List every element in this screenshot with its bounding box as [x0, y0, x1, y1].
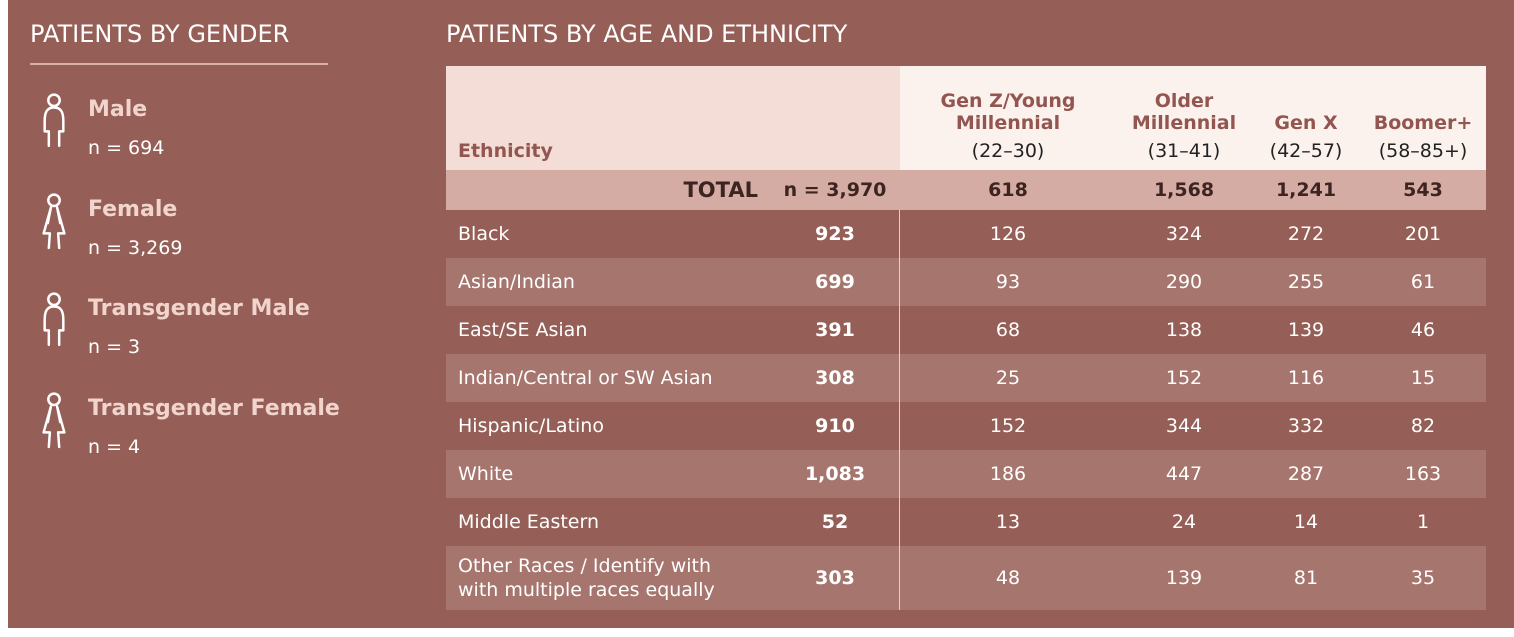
header-right	[900, 66, 1486, 170]
row-value: 201	[1404, 223, 1442, 245]
table: Ethnicity Gen Z/Young Millennial (22–30) Ol…	[446, 66, 1486, 610]
divider	[30, 63, 328, 65]
gender-icon	[38, 291, 70, 349]
row-value: 81	[1293, 567, 1319, 589]
row-value: 344	[1165, 415, 1203, 437]
row-value: 126	[989, 223, 1027, 245]
person-icon	[42, 391, 66, 448]
gender-count: n = 4	[88, 435, 141, 458]
column-range: (31–41)	[1147, 140, 1221, 162]
table-row	[446, 450, 1486, 498]
gender-label: Transgender Female	[88, 395, 340, 421]
ethnicity: East/SE Asian	[458, 319, 588, 341]
row-value: 68	[995, 319, 1021, 341]
row-value: 332	[1287, 415, 1325, 437]
ethnicity: Hispanic/Latino	[458, 415, 604, 437]
total-row	[446, 170, 1486, 210]
column-name: Boomer+	[1373, 112, 1473, 134]
ethnicity: Indian/Central or SW Asian	[458, 367, 713, 389]
ethnicity: White	[458, 463, 514, 485]
table-row	[446, 402, 1486, 450]
table-row	[446, 354, 1486, 402]
gender-count: n = 3	[88, 336, 141, 358]
column-range: (58–85+)	[1378, 140, 1468, 162]
row-value: 1	[1416, 511, 1430, 533]
gender-count: n = 3,269	[88, 236, 183, 259]
row-value: 93	[995, 271, 1021, 293]
row-value: 138	[1165, 319, 1203, 341]
row-total: 699	[815, 271, 855, 293]
row-value: 25	[995, 367, 1021, 389]
row-value: 24	[1171, 511, 1197, 533]
row-value: 14	[1293, 511, 1319, 533]
row-value: 46	[1410, 319, 1436, 341]
row-value: 152	[989, 415, 1027, 437]
gender-label: Female	[88, 196, 178, 222]
gender-icon	[38, 192, 70, 250]
row-total: 391	[815, 319, 855, 341]
column-divider	[899, 210, 900, 610]
table-row	[446, 546, 1486, 610]
gender-label: Transgender Male	[88, 296, 310, 321]
person-icon	[43, 292, 65, 347]
row-value: 255	[1287, 271, 1325, 293]
row-total: 308	[815, 367, 855, 389]
person-icon	[43, 93, 65, 148]
gender-title: PATIENTS BY GENDER	[30, 20, 290, 48]
row-value: 139	[1287, 319, 1325, 341]
row-value: 82	[1410, 415, 1436, 437]
ethnicity: Black	[458, 223, 510, 245]
row-value: 152	[1165, 367, 1203, 389]
gender-icon	[38, 391, 70, 449]
row-value: 61	[1410, 271, 1436, 293]
column-range: (22–30)	[971, 140, 1045, 162]
row-value: 287	[1287, 463, 1325, 485]
row-value: 324	[1165, 223, 1203, 245]
table-row	[446, 258, 1486, 306]
total-value: 1,568	[1153, 179, 1215, 201]
table-title: PATIENTS BY AGE AND ETHNICITY	[446, 20, 848, 48]
gender-count: n = 694	[88, 137, 165, 159]
person-icon	[42, 192, 66, 249]
column-name: Older Millennial	[1131, 90, 1237, 134]
row-value: 272	[1287, 223, 1325, 245]
row-value: 13	[995, 511, 1021, 533]
ethnicity: Other Races / Identify with with multipl…	[458, 555, 715, 601]
row-value: 186	[989, 463, 1027, 485]
table-row	[446, 210, 1486, 258]
gender-icon	[38, 92, 70, 150]
table-row	[446, 498, 1486, 546]
row-total: 923	[815, 223, 855, 245]
ethnicity-header: Ethnicity	[458, 140, 553, 162]
row-total: 303	[815, 567, 855, 589]
total-value: 1,241	[1275, 179, 1337, 201]
total-label: TOTAL	[683, 178, 758, 202]
row-value: 290	[1165, 271, 1203, 293]
ethnicity: Middle Eastern	[458, 511, 600, 533]
gender-label: Male	[88, 97, 148, 122]
row-value: 139	[1165, 567, 1203, 589]
row-value: 447	[1165, 463, 1203, 485]
row-value: 116	[1287, 367, 1325, 389]
table-row	[446, 306, 1486, 354]
ethnicity: Asian/Indian	[458, 271, 575, 293]
row-value: 15	[1410, 367, 1436, 389]
column-name: Gen Z/Young Millennial	[940, 90, 1076, 134]
total-n: n = 3,970	[783, 179, 887, 201]
total-value: 618	[988, 179, 1028, 201]
row-value: 48	[995, 567, 1021, 589]
panel: PATIENTS BY GENDER Male n = 694 Female n = …	[8, 0, 1514, 628]
row-total: 910	[815, 415, 855, 437]
column-name: Gen X	[1274, 112, 1338, 134]
row-value: 35	[1410, 567, 1436, 589]
total-value: 543	[1403, 179, 1443, 201]
row-total: 52	[821, 511, 849, 533]
column-range: (42–57)	[1269, 140, 1343, 162]
header-left	[446, 66, 900, 170]
row-total: 1,083	[804, 463, 866, 485]
row-value: 163	[1404, 463, 1442, 485]
